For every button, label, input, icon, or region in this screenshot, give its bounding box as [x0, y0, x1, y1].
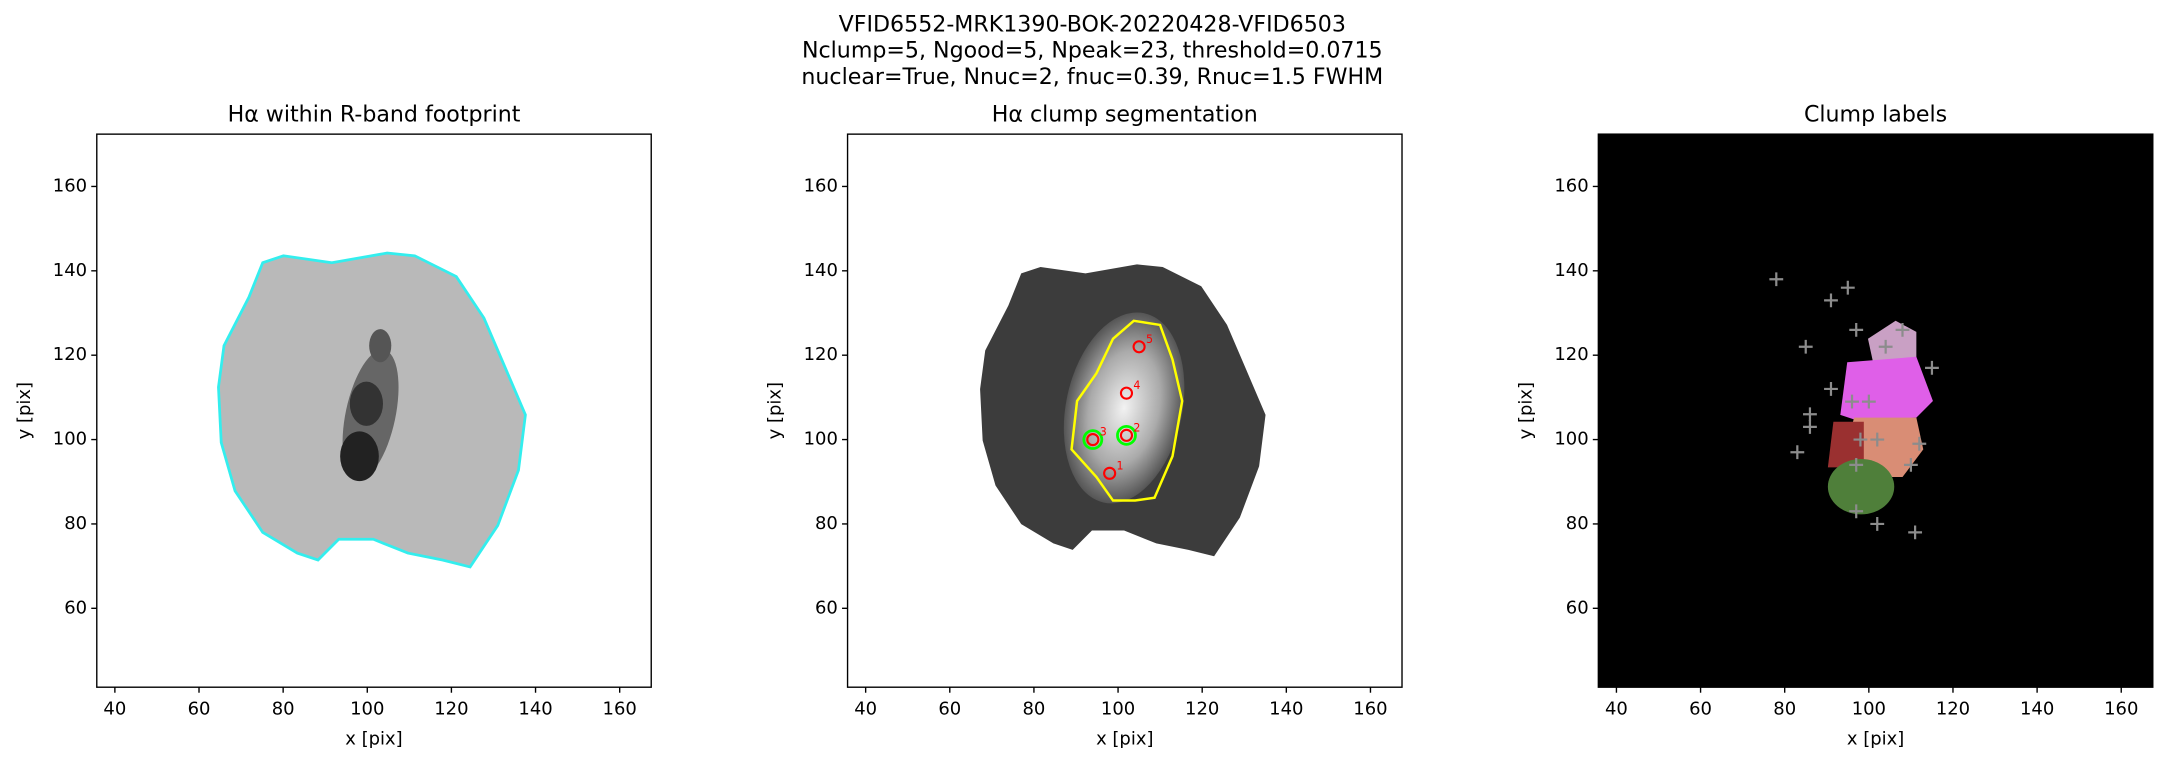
peak-marker: [1849, 457, 1864, 472]
y-tick-label: 120: [1554, 344, 1588, 365]
x-tick-label: 80: [1773, 698, 1796, 719]
axes-frame: [846, 133, 1403, 688]
image-1: [217, 251, 527, 569]
x-tick-label: 100: [1852, 698, 1886, 719]
x-tick-label: 60: [1689, 698, 1712, 719]
x-axis-label: x [pix]: [1096, 729, 1153, 750]
x-tick-label: 60: [938, 698, 961, 719]
y-axis-label: y [pix]: [1515, 382, 1536, 439]
y-tick-label: 140: [53, 260, 87, 281]
clump-label: 2: [1133, 421, 1140, 434]
x-tick-label: 120: [434, 698, 468, 719]
peak-marker: [1803, 419, 1817, 434]
y-tick-label: 100: [804, 429, 838, 450]
clump-marker: [1086, 432, 1100, 447]
x-tick-label: 80: [272, 698, 295, 719]
clump-marker: [1103, 466, 1117, 480]
peak-marker: [1895, 322, 1910, 337]
panel-title: Hα within R-band footprint: [228, 101, 521, 127]
y-tick-label: 80: [815, 513, 838, 534]
panel-title: Clump labels: [1804, 101, 1947, 127]
axes-frame: [96, 133, 652, 688]
x-axis-label: x [pix]: [345, 729, 402, 750]
x-tick-label: 140: [518, 698, 552, 719]
y-axis-label: y [pix]: [14, 382, 35, 439]
x-tick-label: 100: [1101, 698, 1135, 719]
peak-marker: [1824, 382, 1838, 396]
y-tick-label: 100: [1554, 429, 1588, 450]
peak-marker: [1870, 517, 1885, 531]
x-axis-label: x [pix]: [1847, 729, 1904, 750]
y-tick-label: 60: [1566, 597, 1589, 618]
peak-marker: [1853, 432, 1868, 447]
x-tick-label: 160: [603, 698, 637, 719]
peak-marker: [1861, 394, 1876, 409]
suptitle: VFID6552-MRK1390-BOK-20220428-VFID6503: [839, 11, 1346, 37]
x-tick-label: 120: [1185, 698, 1219, 719]
clump-marker: [1132, 340, 1146, 354]
y-tick-label: 140: [1554, 260, 1588, 281]
y-tick-label: 160: [53, 175, 87, 196]
axes-frame: [1597, 133, 2154, 688]
peak-marker: [1840, 280, 1855, 295]
image-3: [1598, 134, 2153, 688]
peak-marker: [1925, 360, 1939, 375]
suptitle: nuclear=True, Nnuc=2, fnuc=0.39, Rnuc=1.…: [801, 64, 1383, 90]
peak-marker: [1824, 293, 1838, 308]
x-tick-label: 40: [103, 698, 126, 719]
x-tick-label: 120: [1936, 698, 1970, 719]
peak-marker: [1849, 322, 1864, 337]
y-tick-label: 60: [64, 597, 87, 618]
clump-label: 3: [1100, 426, 1107, 439]
y-tick-label: 80: [64, 513, 87, 534]
y-tick-label: 160: [1554, 175, 1588, 196]
peak-marker: [1845, 394, 1859, 409]
clump-label: 1: [1117, 459, 1124, 472]
x-tick-label: 60: [188, 698, 211, 719]
y-tick-label: 120: [53, 344, 87, 365]
clump-label: 4: [1133, 379, 1140, 392]
x-tick-label: 140: [1269, 698, 1303, 719]
image-2: [980, 264, 1266, 557]
x-tick-label: 40: [854, 698, 877, 719]
peak-marker: [1803, 407, 1817, 422]
peak-marker: [1849, 504, 1864, 519]
y-tick-label: 140: [804, 260, 838, 281]
peak-marker: [1878, 339, 1893, 354]
y-tick-label: 60: [815, 597, 838, 618]
x-tick-label: 140: [2020, 698, 2054, 719]
clump-marker: [1119, 428, 1134, 442]
y-axis-label: y [pix]: [765, 382, 786, 439]
x-tick-label: 160: [2104, 698, 2138, 719]
clump-label: 5: [1146, 333, 1153, 346]
x-tick-label: 80: [1022, 698, 1045, 719]
peak-marker: [1903, 457, 1918, 472]
peak-marker: [1798, 339, 1813, 354]
peak-marker: [1870, 432, 1885, 447]
nucleus-marker: [1116, 424, 1137, 446]
peak-marker: [1769, 272, 1784, 287]
x-tick-label: 160: [1353, 698, 1387, 719]
clump-marker: [1119, 386, 1134, 400]
y-tick-label: 160: [804, 175, 838, 196]
suptitle: Nclump=5, Ngood=5, Npeak=23, threshold=0…: [802, 38, 1383, 64]
peak-marker: [1912, 436, 1927, 451]
y-tick-label: 120: [804, 344, 838, 365]
panel-title: Hα clump segmentation: [992, 101, 1258, 127]
peak-marker: [1790, 445, 1805, 460]
y-tick-label: 100: [53, 429, 87, 450]
nucleus-marker: [1082, 429, 1104, 450]
x-tick-label: 100: [350, 698, 384, 719]
y-tick-label: 80: [1566, 513, 1589, 534]
x-tick-label: 40: [1605, 698, 1628, 719]
peak-marker: [1908, 525, 1923, 540]
